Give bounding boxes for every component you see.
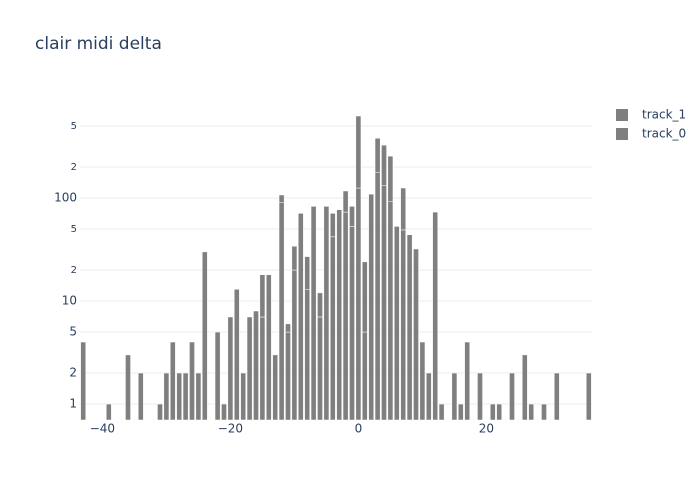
bar bbox=[342, 211, 349, 421]
bar bbox=[221, 403, 227, 421]
legend-label: track_0 bbox=[642, 127, 686, 141]
legend-marker bbox=[616, 128, 628, 140]
bar bbox=[317, 292, 323, 318]
bar bbox=[368, 193, 375, 421]
bar bbox=[304, 289, 311, 421]
bar bbox=[406, 234, 413, 421]
bar bbox=[457, 403, 464, 421]
x-tick-label: −40 bbox=[90, 422, 115, 436]
bar bbox=[125, 354, 131, 421]
bar bbox=[182, 372, 189, 421]
bar bbox=[361, 261, 368, 333]
x-tick-label: 0 bbox=[355, 422, 363, 436]
bar bbox=[157, 403, 163, 421]
bar bbox=[336, 209, 343, 421]
bar bbox=[310, 206, 317, 421]
bar bbox=[291, 269, 298, 421]
bar bbox=[425, 372, 432, 421]
bar bbox=[317, 316, 323, 421]
bar bbox=[233, 289, 240, 421]
bar bbox=[541, 403, 547, 421]
legend-marker bbox=[616, 109, 628, 121]
bar bbox=[285, 323, 291, 333]
bar bbox=[329, 236, 336, 421]
bar bbox=[349, 226, 355, 421]
y-tick-label: 5 bbox=[71, 224, 77, 235]
bar bbox=[227, 316, 234, 421]
bar bbox=[80, 341, 87, 421]
x-tick-label: 20 bbox=[479, 422, 494, 436]
bar bbox=[259, 316, 266, 421]
bar bbox=[342, 190, 349, 213]
bar bbox=[285, 331, 291, 421]
y-tick-label: 100 bbox=[54, 191, 77, 205]
bar bbox=[419, 341, 426, 421]
bar bbox=[374, 171, 381, 421]
bar bbox=[387, 155, 394, 202]
bar bbox=[304, 256, 311, 290]
bar bbox=[381, 184, 387, 421]
bar bbox=[214, 331, 221, 421]
bar bbox=[413, 248, 419, 421]
bar bbox=[585, 372, 592, 421]
bar bbox=[400, 187, 407, 231]
bar bbox=[201, 251, 208, 421]
bar bbox=[291, 246, 298, 271]
bar bbox=[323, 206, 330, 421]
bar bbox=[381, 144, 387, 186]
bar bbox=[374, 138, 381, 173]
bar bbox=[509, 372, 515, 421]
y-tick-label: 10 bbox=[62, 294, 77, 308]
bar bbox=[521, 354, 528, 421]
bar bbox=[477, 372, 483, 421]
bar bbox=[137, 372, 144, 421]
bar bbox=[240, 372, 247, 421]
bar bbox=[355, 187, 362, 421]
y-tick-label: 2 bbox=[71, 162, 77, 173]
x-tick-label: −20 bbox=[218, 422, 243, 436]
bar bbox=[195, 372, 202, 421]
y-tick-label: 5 bbox=[71, 121, 77, 132]
bar bbox=[361, 331, 368, 421]
bar bbox=[496, 403, 503, 421]
bar bbox=[329, 213, 336, 238]
bar bbox=[272, 354, 279, 421]
bar bbox=[432, 211, 439, 421]
bar bbox=[297, 213, 304, 421]
bar bbox=[278, 194, 285, 203]
bar bbox=[400, 229, 407, 421]
bar bbox=[105, 403, 112, 421]
bar bbox=[176, 372, 183, 421]
bar bbox=[464, 341, 471, 421]
bar bbox=[553, 372, 560, 421]
chart-title: clair midi delta bbox=[35, 34, 162, 54]
bar bbox=[259, 274, 266, 318]
bar bbox=[387, 201, 394, 421]
legend-label: track_1 bbox=[642, 108, 686, 122]
bar bbox=[489, 403, 496, 421]
bar bbox=[349, 206, 355, 227]
bar bbox=[169, 341, 176, 421]
bar bbox=[189, 341, 195, 421]
bar bbox=[278, 202, 285, 421]
bar bbox=[253, 310, 259, 421]
bar bbox=[355, 115, 362, 189]
bar bbox=[451, 372, 458, 421]
bar bbox=[246, 316, 253, 421]
y-tick-label: 2 bbox=[71, 265, 77, 276]
bar bbox=[393, 226, 400, 421]
bar bbox=[163, 372, 170, 421]
y-tick-label: 5 bbox=[69, 325, 77, 339]
y-tick-label: 2 bbox=[69, 366, 77, 380]
bar bbox=[438, 403, 445, 421]
bar bbox=[265, 274, 272, 421]
bar bbox=[528, 403, 535, 421]
y-tick-label: 1 bbox=[69, 397, 77, 411]
